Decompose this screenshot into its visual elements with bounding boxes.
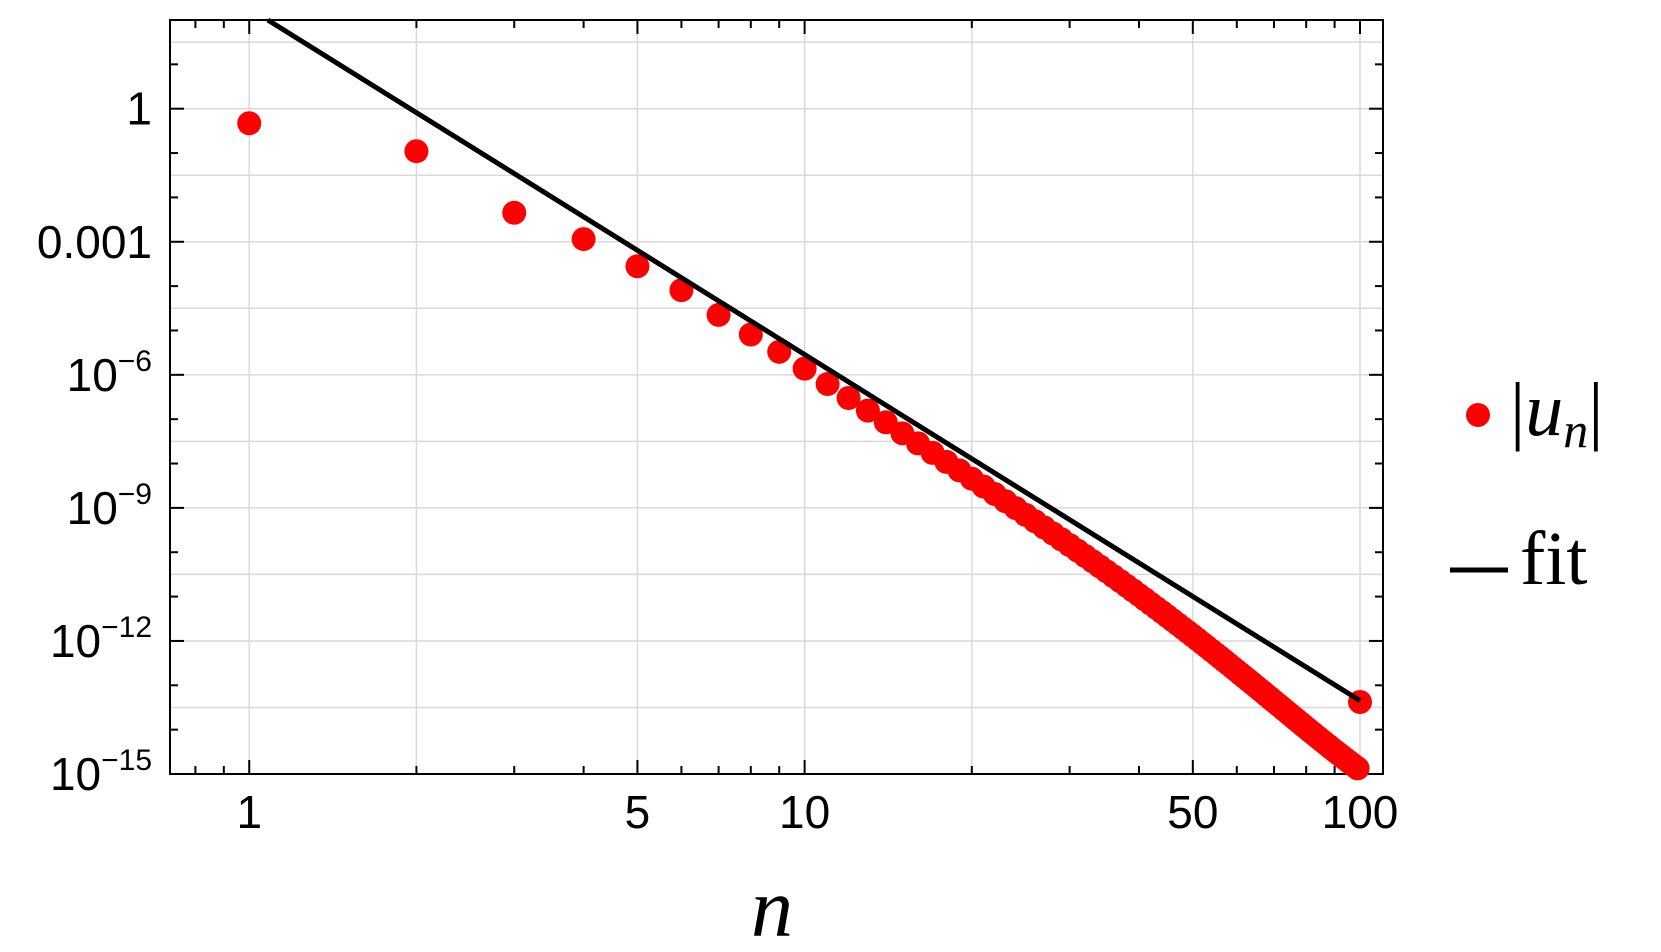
y-tick-label: 1 <box>126 83 152 135</box>
legend-label-fit: fit <box>1520 517 1588 601</box>
data-point <box>1345 756 1370 781</box>
y-tick-label: 10−15 <box>50 744 152 800</box>
data-point <box>625 254 650 279</box>
x-tick-label: 5 <box>625 786 651 838</box>
x-tick-label: 100 <box>1322 786 1399 838</box>
data-point <box>404 139 429 164</box>
x-tick-labels: 1 5 10 50 100 <box>236 786 1398 838</box>
tick-marks <box>170 19 1383 775</box>
plot-frame <box>169 19 1384 775</box>
y-tick-label: 10−6 <box>67 345 152 401</box>
y-tick-label: 0.001 <box>37 216 152 268</box>
legend-label-un: |un| <box>1510 368 1603 458</box>
data-point <box>237 111 262 136</box>
x-tick-label: 10 <box>779 786 830 838</box>
y-tick-label: 10−9 <box>67 478 152 534</box>
data-point <box>855 398 880 423</box>
legend-dot-icon <box>1466 403 1490 427</box>
x-tick-label: 50 <box>1167 786 1218 838</box>
fit-line-group <box>266 17 1362 703</box>
data-point <box>767 339 792 364</box>
fit-line <box>266 17 1362 703</box>
legend: |un| fit <box>1450 368 1603 601</box>
data-points-un <box>237 111 1373 781</box>
data-point <box>792 356 817 381</box>
y-tick-label: 10−12 <box>50 611 152 667</box>
x-axis-title: n <box>751 862 793 952</box>
y-tick-labels: 1 0.001 10−6 10−9 10−12 10−15 <box>37 83 152 800</box>
data-point <box>815 372 840 397</box>
data-point <box>502 200 527 225</box>
data-point <box>706 302 731 327</box>
data-point <box>738 322 763 347</box>
grid-lines <box>170 20 1383 775</box>
x-tick-label: 1 <box>236 786 262 838</box>
data-point <box>836 386 861 411</box>
data-point <box>571 227 596 252</box>
